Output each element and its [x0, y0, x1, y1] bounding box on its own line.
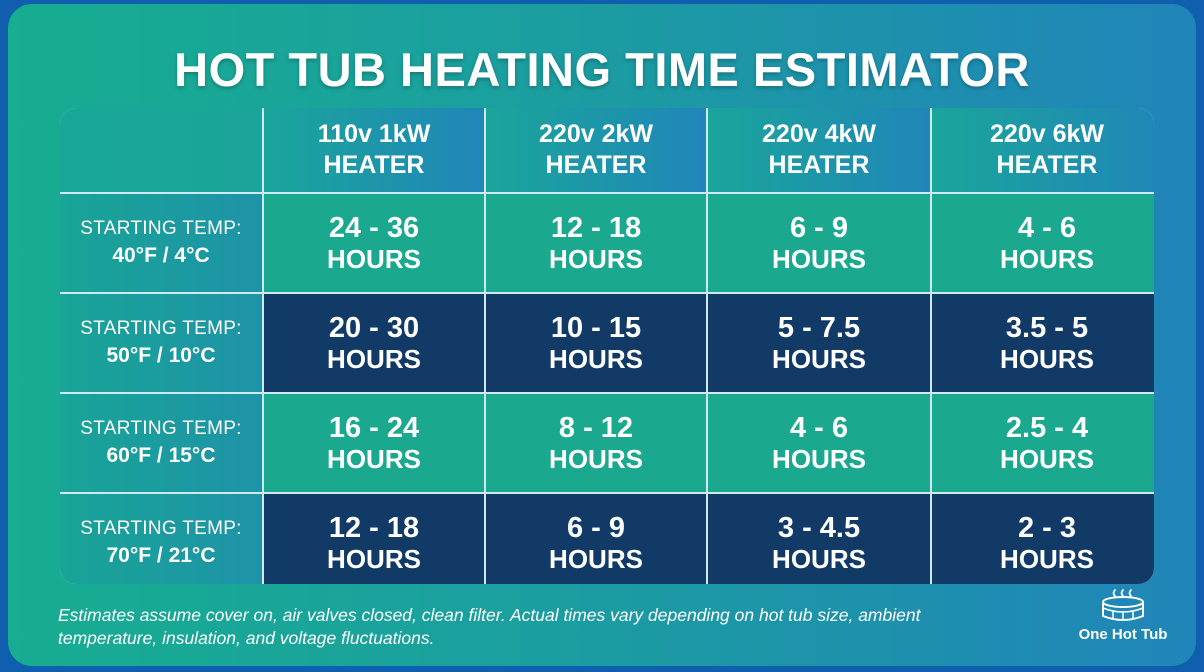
time-unit: HOURS	[549, 344, 643, 374]
time-range: 2.5 - 4	[1005, 412, 1089, 444]
column-header-line1: 220v 4kW	[762, 120, 876, 148]
time-unit: HOURS	[772, 344, 866, 374]
time-unit: HOURS	[549, 444, 643, 474]
column-header-line2: HEATER	[996, 151, 1098, 179]
time-unit: HOURS	[327, 544, 421, 574]
column-header-220v-2kw: 220v 2kW HEATER	[486, 108, 706, 192]
table-cell: 6 - 9 HOURS	[708, 194, 930, 292]
row-label-line1: STARTING TEMP:	[80, 418, 242, 439]
time-unit: HOURS	[327, 344, 421, 374]
table-cell: 3.5 - 5 HOURS	[932, 294, 1154, 392]
heating-time-table: 110v 1kW HEATER 220v 2kW HEATER 220v 4kW…	[60, 108, 1154, 584]
time-range: 20 - 30	[328, 312, 420, 344]
time-unit: HOURS	[1000, 344, 1094, 374]
table-cell: 24 - 36 HOURS	[264, 194, 484, 292]
time-range: 24 - 36	[328, 212, 420, 244]
time-unit: HOURS	[549, 544, 643, 574]
time-range: 6 - 9	[789, 212, 849, 244]
column-header-line2: HEATER	[768, 151, 870, 179]
row-label-line1: STARTING TEMP:	[80, 518, 242, 539]
time-unit: HOURS	[772, 244, 866, 274]
row-label-line1: STARTING TEMP:	[80, 318, 242, 339]
table-cell: 2.5 - 4 HOURS	[932, 394, 1154, 492]
time-range: 10 - 15	[550, 312, 642, 344]
time-range: 5 - 7.5	[777, 312, 861, 344]
time-unit: HOURS	[772, 544, 866, 574]
column-header-line1: 110v 1kW	[317, 120, 431, 148]
table-cell: 10 - 15 HOURS	[486, 294, 706, 392]
hot-tub-icon	[1102, 589, 1144, 621]
table-cell: 12 - 18 HOURS	[264, 494, 484, 584]
table-cell: 8 - 12 HOURS	[486, 394, 706, 492]
column-header-line2: HEATER	[323, 151, 425, 179]
table-cell: 16 - 24 HOURS	[264, 394, 484, 492]
table-cell: 20 - 30 HOURS	[264, 294, 484, 392]
time-range: 8 - 12	[558, 412, 634, 444]
column-header-220v-6kw: 220v 6kW HEATER	[932, 108, 1154, 192]
footnote: Estimates assume cover on, air valves cl…	[58, 605, 921, 648]
column-header-220v-4kw: 220v 4kW HEATER	[708, 108, 930, 192]
table-cell: 2 - 3 HOURS	[932, 494, 1154, 584]
time-unit: HOURS	[772, 444, 866, 474]
time-unit: HOURS	[1000, 444, 1094, 474]
table-cell: 4 - 6 HOURS	[932, 194, 1154, 292]
time-unit: HOURS	[1000, 244, 1094, 274]
row-label-line2: 70°F / 21°C	[106, 544, 216, 567]
row-label-60f: STARTING TEMP: 60°F / 15°C	[60, 394, 262, 492]
time-unit: HOURS	[327, 244, 421, 274]
table-corner	[60, 108, 262, 192]
column-header-110v-1kw: 110v 1kW HEATER	[264, 108, 484, 192]
column-header-line2: HEATER	[545, 151, 647, 179]
time-range: 2 - 3	[1017, 512, 1077, 544]
row-label-line2: 40°F / 4°C	[112, 244, 210, 267]
column-header-line1: 220v 6kW	[990, 120, 1104, 148]
time-range: 3.5 - 5	[1005, 312, 1089, 344]
time-range: 12 - 18	[328, 512, 420, 544]
table-cell: 4 - 6 HOURS	[708, 394, 930, 492]
row-label-50f: STARTING TEMP: 50°F / 10°C	[60, 294, 262, 392]
time-range: 16 - 24	[328, 412, 420, 444]
brand-logo: One Hot Tub	[1064, 588, 1182, 654]
time-unit: HOURS	[549, 244, 643, 274]
page-title: HOT TUB HEATING TIME ESTIMATOR	[174, 43, 1030, 96]
row-label-40f: STARTING TEMP: 40°F / 4°C	[60, 194, 262, 292]
time-unit: HOURS	[1000, 544, 1094, 574]
time-range: 4 - 6	[1017, 212, 1077, 244]
row-label-70f: STARTING TEMP: 70°F / 21°C	[60, 494, 262, 584]
row-label-line2: 60°F / 15°C	[106, 444, 216, 467]
row-label-line1: STARTING TEMP:	[80, 218, 242, 239]
time-range: 3 - 4.5	[777, 512, 861, 544]
time-range: 4 - 6	[789, 412, 849, 444]
estimator-card: HOT TUB HEATING TIME ESTIMATOR 110v 1kW …	[8, 4, 1196, 666]
table-cell: 3 - 4.5 HOURS	[708, 494, 930, 584]
column-header-line1: 220v 2kW	[539, 120, 653, 148]
table-cell: 6 - 9 HOURS	[486, 494, 706, 584]
brand-name: One Hot Tub	[1078, 626, 1168, 643]
time-range: 12 - 18	[550, 212, 642, 244]
row-label-line2: 50°F / 10°C	[106, 344, 216, 367]
time-unit: HOURS	[327, 444, 421, 474]
table-cell: 5 - 7.5 HOURS	[708, 294, 930, 392]
table-cell: 12 - 18 HOURS	[486, 194, 706, 292]
time-range: 6 - 9	[566, 512, 626, 544]
